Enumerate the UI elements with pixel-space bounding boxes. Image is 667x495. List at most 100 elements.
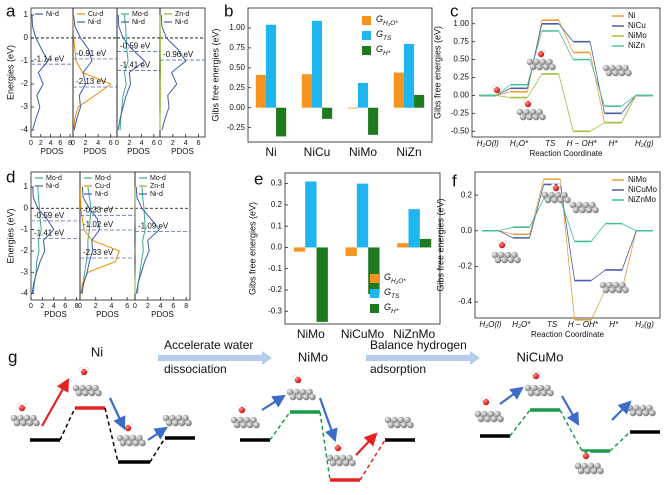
atom: [126, 439, 133, 447]
atom: [602, 286, 610, 294]
legend-label: Ni-d: [46, 11, 59, 18]
connector: [527, 73, 543, 98]
hydrogen: [587, 451, 591, 455]
d-band-center-label: -1.09 eV: [138, 222, 169, 231]
atom: [597, 467, 604, 475]
atom: [549, 63, 556, 71]
bar: [408, 209, 420, 248]
panel-label: b: [224, 1, 233, 20]
plot-frame: [159, 7, 206, 138]
x-tick-label: 6: [125, 303, 129, 310]
y-tick-label: 0.50: [453, 55, 469, 64]
atom: [519, 113, 527, 121]
atom: [13, 419, 21, 427]
connector: [498, 230, 514, 239]
x-tick-label: 4: [184, 140, 188, 147]
panel-label: d: [6, 167, 15, 186]
x-tick-label: 4: [96, 140, 100, 147]
x-tick-label: NiMo: [297, 327, 325, 341]
plot-frame: [30, 7, 74, 138]
legend-label: Mo-d: [150, 175, 166, 182]
atom: [533, 58, 540, 66]
atom: [619, 281, 626, 289]
x-tick-label: NiCuMo: [341, 327, 385, 341]
atom: [306, 388, 313, 396]
connector: [359, 439, 386, 481]
y-tick-label: -2: [21, 79, 29, 88]
pdos-curve: [31, 14, 49, 131]
atom: [491, 251, 499, 259]
x-tick-label: 2: [94, 303, 98, 310]
atom: [534, 389, 541, 397]
bar: [397, 243, 409, 248]
y-tick-label: 0.75: [229, 43, 245, 52]
legend-subscript: H*: [391, 308, 399, 315]
catalyst-title: Ni: [91, 344, 103, 359]
atom: [544, 384, 551, 392]
connector: [621, 95, 637, 107]
atom: [523, 108, 530, 116]
legend-label: Ni-d: [95, 191, 108, 198]
plot-frame: [474, 171, 661, 319]
panel-label: e: [254, 169, 263, 188]
legend-label: Zn-d: [175, 11, 190, 18]
d-band-center-label: -0.59 eV: [34, 211, 65, 220]
atom: [536, 63, 543, 71]
bar: [414, 94, 425, 108]
atom: [17, 414, 24, 422]
y-axis-label: Gibs free energies (eV): [435, 198, 445, 291]
atom: [579, 206, 586, 214]
hydrogen: [237, 405, 241, 409]
atom: [649, 409, 656, 417]
x-tick-label: H₂(g): [635, 139, 654, 148]
y-tick-label: -3: [21, 267, 29, 276]
y-axis-label: Energies (eV): [5, 208, 15, 263]
connector: [529, 184, 545, 238]
x-tick-label: 0: [133, 303, 137, 310]
connector: [621, 223, 637, 232]
x-tick-label: 6: [152, 140, 156, 147]
connector: [560, 198, 575, 242]
x-tick-label: 6: [109, 140, 113, 147]
y-tick-label: 0.00: [453, 91, 469, 100]
y-axis-label: Gibs free energies (eV): [247, 202, 257, 295]
atom: [296, 393, 303, 401]
atom: [564, 196, 571, 204]
legend-label: GH₂O*: [376, 14, 398, 26]
atom: [289, 393, 297, 401]
hydrogen: [537, 371, 541, 375]
pdos-curve: [72, 14, 112, 131]
atom: [286, 388, 294, 396]
legend-name: G: [376, 44, 383, 54]
atom: [514, 256, 521, 264]
atom: [497, 415, 504, 423]
atom: [537, 384, 545, 392]
d-band-center-label: -2.13 eV: [76, 77, 107, 86]
x-axis-label: PDOS: [127, 147, 150, 156]
d-band-center-label: -1.41 eV: [34, 228, 65, 237]
atom: [615, 286, 623, 294]
legend-label: GH*: [376, 44, 391, 56]
legend-swatch: [370, 289, 379, 298]
legend-subscript: H₂O*: [383, 20, 398, 27]
oxygen: [532, 372, 540, 380]
pdos-curve: [117, 14, 146, 131]
legend-subscript: H*: [383, 50, 391, 57]
oxygen: [294, 376, 302, 384]
hydrogen: [542, 49, 546, 53]
hydrogen: [85, 367, 89, 371]
x-tick-label: H₂O*: [510, 139, 529, 148]
atom: [407, 421, 414, 429]
connector: [498, 226, 514, 232]
connector: [590, 223, 606, 242]
legend-label: Ni-d: [132, 19, 145, 26]
legend-name: G: [376, 29, 383, 39]
connector: [527, 23, 543, 89]
connector: [558, 23, 574, 42]
y-axis-label: Gibs free energies (eV): [210, 28, 220, 121]
hydrogen: [339, 443, 343, 447]
atom: [490, 415, 498, 423]
legend-label: Zn-d: [150, 183, 165, 190]
x-tick-label: 0: [115, 140, 119, 147]
atom: [474, 410, 482, 418]
